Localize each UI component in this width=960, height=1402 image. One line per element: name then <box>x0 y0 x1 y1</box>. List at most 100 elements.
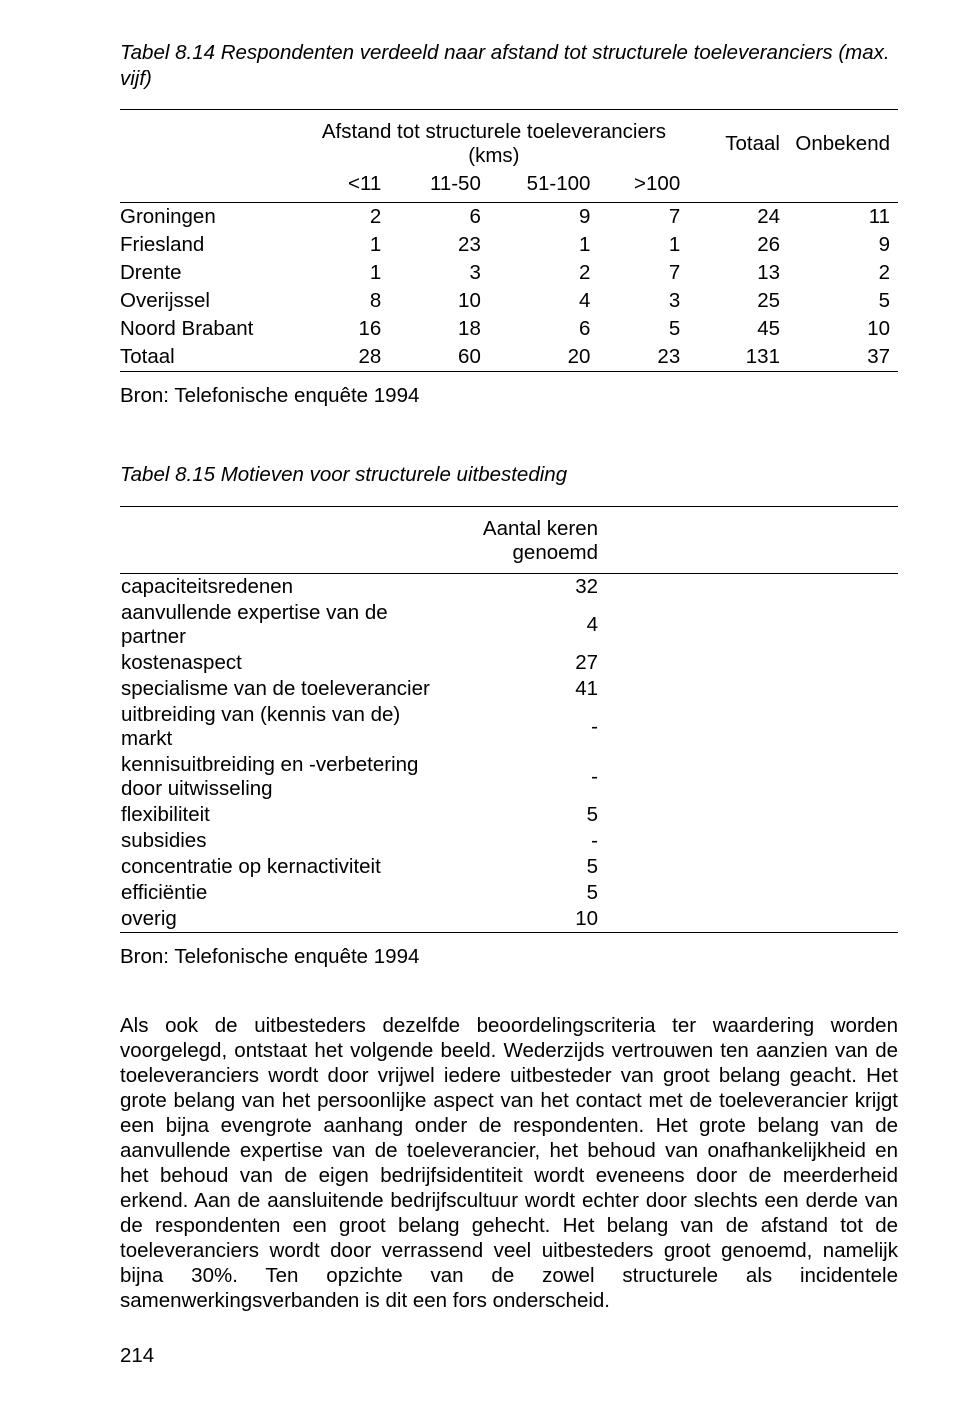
cell-value: 27 <box>446 650 898 676</box>
cell-value: 1 <box>300 231 390 259</box>
cell-value: 5 <box>598 315 688 343</box>
table15: Aantal keren genoemd capaciteitsredenen3… <box>120 506 898 933</box>
table14-col-total: Totaal <box>688 110 788 171</box>
row-label: capaciteitsredenen <box>120 573 446 600</box>
table14-subcol-1: 11-50 <box>389 170 489 203</box>
table15-body: capaciteitsredenen32aanvullende expertis… <box>120 573 898 932</box>
cell-value: 20 <box>489 343 599 372</box>
table-row: kostenaspect27 <box>120 650 898 676</box>
cell-value: 3 <box>598 287 688 315</box>
row-label: subsidies <box>120 828 446 854</box>
table-row: Totaal2860202313137 <box>120 343 898 372</box>
table-row: uitbreiding van (kennis van de) markt- <box>120 702 898 752</box>
row-label: aanvullende expertise van de partner <box>120 600 446 650</box>
cell-value: 41 <box>446 676 898 702</box>
row-label: kennisuitbreiding en -verbetering door u… <box>120 752 446 802</box>
table14-subcol-2: 51-100 <box>489 170 599 203</box>
cell-value: 23 <box>598 343 688 372</box>
cell-value: 6 <box>489 315 599 343</box>
cell-value: 28 <box>300 343 390 372</box>
cell-value: 26 <box>688 231 788 259</box>
cell-value: 1 <box>489 231 599 259</box>
cell-value: 10 <box>788 315 898 343</box>
cell-value: 7 <box>598 259 688 287</box>
cell-value: 45 <box>688 315 788 343</box>
row-label: Totaal <box>120 343 300 372</box>
row-label: Noord Brabant <box>120 315 300 343</box>
row-label: concentratie op kernactiviteit <box>120 854 446 880</box>
cell-value: 131 <box>688 343 788 372</box>
table-row: kennisuitbreiding en -verbetering door u… <box>120 752 898 802</box>
table-row: Noord Brabant1618654510 <box>120 315 898 343</box>
cell-value: 2 <box>489 259 599 287</box>
table14-subcol-3: >100 <box>598 170 688 203</box>
cell-value: - <box>446 752 898 802</box>
row-label: Overijssel <box>120 287 300 315</box>
cell-value: 6 <box>389 203 489 232</box>
cell-value: 4 <box>446 600 898 650</box>
row-label: flexibiliteit <box>120 802 446 828</box>
table15-head: Aantal keren genoemd <box>120 506 898 573</box>
table14-source: Bron: Telefonische enquête 1994 <box>120 384 898 408</box>
cell-value: 5 <box>446 880 898 906</box>
cell-value: 10 <box>389 287 489 315</box>
table-row: efficiëntie5 <box>120 880 898 906</box>
row-label: kostenaspect <box>120 650 446 676</box>
table-row: overig10 <box>120 906 898 933</box>
table14-subcol-0: <11 <box>300 170 390 203</box>
cell-value: 16 <box>300 315 390 343</box>
cell-value: 32 <box>446 573 898 600</box>
row-label: Groningen <box>120 203 300 232</box>
table15-title: Tabel 8.15 Motieven voor structurele uit… <box>120 462 898 488</box>
cell-value: 24 <box>688 203 788 232</box>
cell-value: 8 <box>300 287 390 315</box>
row-label: overig <box>120 906 446 933</box>
table-row: Groningen26972411 <box>120 203 898 232</box>
cell-value: 5 <box>788 287 898 315</box>
cell-value: 3 <box>389 259 489 287</box>
cell-value: 7 <box>598 203 688 232</box>
table14-group-header: Afstand tot structurele toeleveranciers … <box>300 110 689 171</box>
cell-value: 23 <box>389 231 489 259</box>
row-label: Friesland <box>120 231 300 259</box>
table14-col-unknown: Onbekend <box>788 110 898 171</box>
cell-value: 9 <box>788 231 898 259</box>
body-paragraph: Als ook de uitbesteders dezelfde beoorde… <box>120 1013 898 1313</box>
cell-value: - <box>446 702 898 752</box>
row-label: Drente <box>120 259 300 287</box>
cell-value: 1 <box>300 259 390 287</box>
cell-value: - <box>446 828 898 854</box>
cell-value: 1 <box>598 231 688 259</box>
table14: Afstand tot structurele toeleveranciers … <box>120 109 898 372</box>
cell-value: 9 <box>489 203 599 232</box>
page-root: Tabel 8.14 Respondenten verdeeld naar af… <box>0 0 960 1402</box>
cell-value: 2 <box>788 259 898 287</box>
row-label: specialisme van de toeleverancier <box>120 676 446 702</box>
table-row: concentratie op kernactiviteit5 <box>120 854 898 880</box>
cell-value: 10 <box>446 906 898 933</box>
table-row: Friesland12311269 <box>120 231 898 259</box>
cell-value: 37 <box>788 343 898 372</box>
cell-value: 25 <box>688 287 788 315</box>
row-label: uitbreiding van (kennis van de) markt <box>120 702 446 752</box>
table14-head: Afstand tot structurele toeleveranciers … <box>120 110 898 203</box>
cell-value: 13 <box>688 259 788 287</box>
table-row: specialisme van de toeleverancier41 <box>120 676 898 702</box>
table-row: Overijssel81043255 <box>120 287 898 315</box>
table14-body: Groningen26972411Friesland12311269Drente… <box>120 203 898 372</box>
cell-value: 11 <box>788 203 898 232</box>
table-row: capaciteitsredenen32 <box>120 573 898 600</box>
page-number: 214 <box>120 1344 154 1368</box>
cell-value: 2 <box>300 203 390 232</box>
table15-col-header: Aantal keren genoemd <box>446 506 898 573</box>
table-row: aanvullende expertise van de partner4 <box>120 600 898 650</box>
cell-value: 60 <box>389 343 489 372</box>
table14-title: Tabel 8.14 Respondenten verdeeld naar af… <box>120 40 898 91</box>
table15-source: Bron: Telefonische enquête 1994 <box>120 945 898 969</box>
table-row: Drente1327132 <box>120 259 898 287</box>
table-row: flexibiliteit5 <box>120 802 898 828</box>
cell-value: 4 <box>489 287 599 315</box>
cell-value: 5 <box>446 854 898 880</box>
table-row: subsidies- <box>120 828 898 854</box>
cell-value: 18 <box>389 315 489 343</box>
